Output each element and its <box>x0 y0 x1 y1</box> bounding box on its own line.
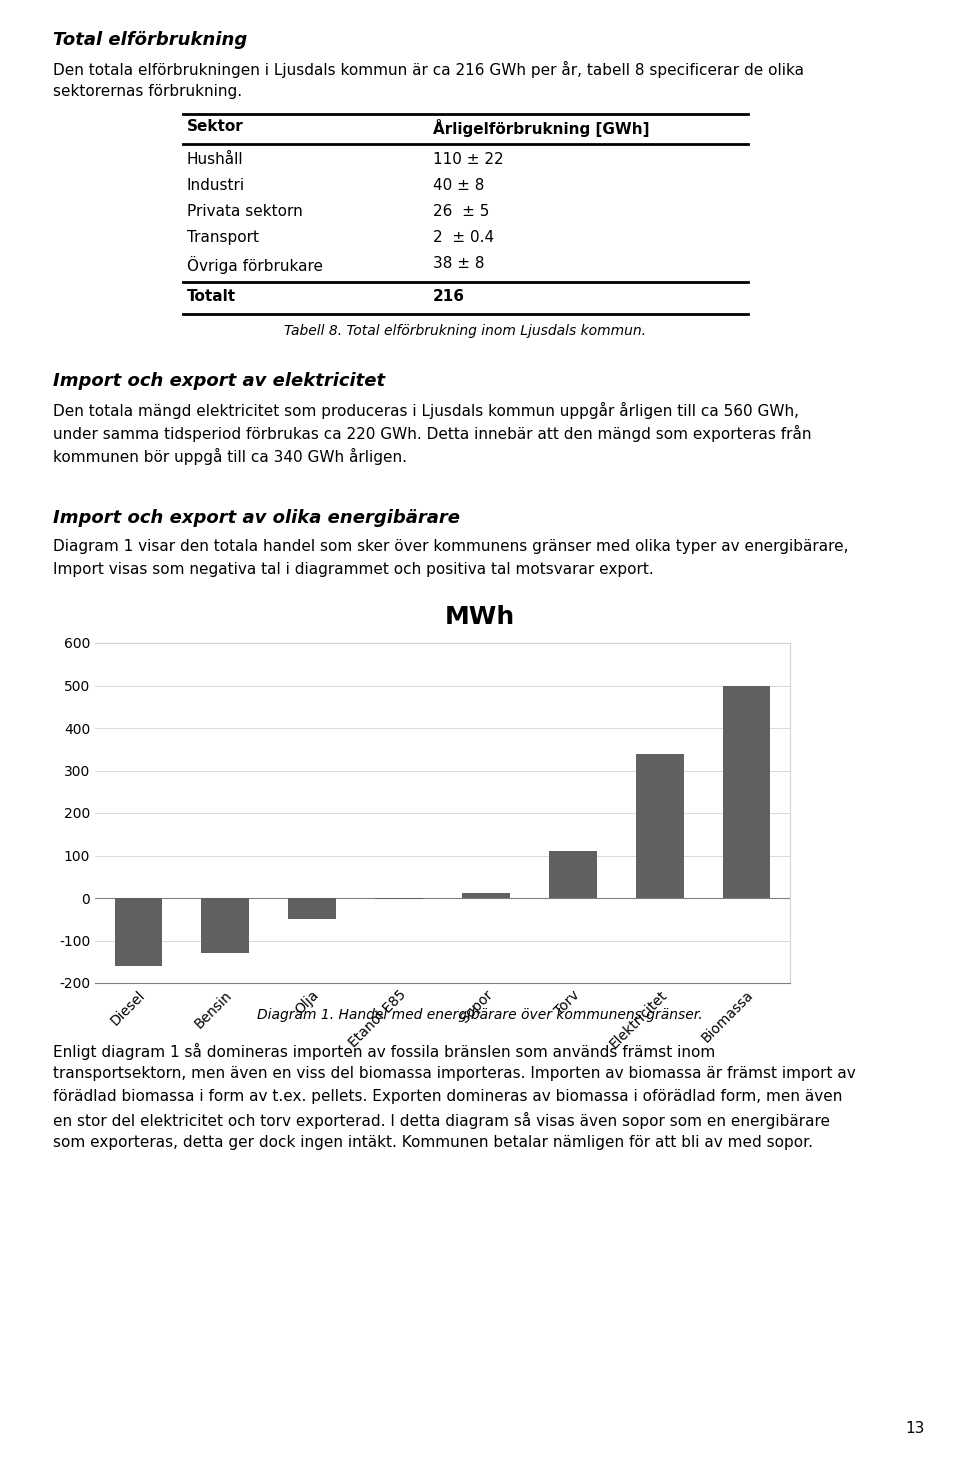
Text: Transport: Transport <box>187 230 259 245</box>
Text: transportsektorn, men även en viss del biomassa importeras. Importen av biomassa: transportsektorn, men även en viss del b… <box>53 1066 855 1080</box>
Bar <box>723 686 771 899</box>
Text: Total elförbrukning: Total elförbrukning <box>53 31 248 48</box>
Text: som exporteras, detta ger dock ingen intäkt. Kommunen betalar nämligen för att b: som exporteras, detta ger dock ingen int… <box>53 1135 813 1149</box>
Bar <box>202 899 250 953</box>
Text: 2  ± 0.4: 2 ± 0.4 <box>433 230 494 245</box>
Text: kommunen bör uppgå till ca 340 GWh årligen.: kommunen bör uppgå till ca 340 GWh årlig… <box>53 449 407 465</box>
Text: 13: 13 <box>905 1421 925 1437</box>
Bar <box>636 754 684 899</box>
Text: Hushåll: Hushåll <box>187 152 244 167</box>
Bar <box>288 899 336 919</box>
Bar <box>114 899 162 966</box>
Text: 110 ± 22: 110 ± 22 <box>433 152 504 167</box>
Text: 216: 216 <box>433 289 465 303</box>
Text: Privata sektorn: Privata sektorn <box>187 204 302 218</box>
Text: MWh: MWh <box>444 605 516 629</box>
Text: under samma tidsperiod förbrukas ca 220 GWh. Detta innebär att den mängd som exp: under samma tidsperiod förbrukas ca 220 … <box>53 425 811 443</box>
Text: 38 ± 8: 38 ± 8 <box>433 257 485 271</box>
Text: Totalt: Totalt <box>187 289 236 303</box>
Text: Övriga förbrukare: Övriga förbrukare <box>187 257 323 274</box>
Text: Sektor: Sektor <box>187 119 244 133</box>
Text: Tabell 8. Total elförbrukning inom Ljusdals kommun.: Tabell 8. Total elförbrukning inom Ljusd… <box>284 324 646 339</box>
Text: Den totala elförbrukningen i Ljusdals kommun är ca 216 GWh per år, tabell 8 spec: Den totala elförbrukningen i Ljusdals ko… <box>53 62 804 78</box>
Text: 26  ± 5: 26 ± 5 <box>433 204 490 218</box>
Text: en stor del elektricitet och torv exporterad. I detta diagram så visas även sopo: en stor del elektricitet och torv export… <box>53 1113 830 1129</box>
Text: Årligelförbrukning [GWh]: Årligelförbrukning [GWh] <box>433 119 650 136</box>
Bar <box>549 852 597 899</box>
Text: Industri: Industri <box>187 177 245 194</box>
Text: förädlad biomassa i form av t.ex. pellets. Exporten domineras av biomassa i oför: förädlad biomassa i form av t.ex. pellet… <box>53 1089 842 1104</box>
Bar <box>462 893 510 899</box>
Text: sektorernas förbrukning.: sektorernas förbrukning. <box>53 84 242 100</box>
Text: Import och export av elektricitet: Import och export av elektricitet <box>53 372 385 390</box>
Text: Import och export av olika energibärare: Import och export av olika energibärare <box>53 509 460 526</box>
Text: Diagram 1 visar den totala handel som sker över kommunens gränser med olika type: Diagram 1 visar den totala handel som sk… <box>53 539 849 554</box>
Text: Enligt diagram 1 så domineras importen av fossila bränslen som används främst in: Enligt diagram 1 så domineras importen a… <box>53 1042 715 1060</box>
Text: 40 ± 8: 40 ± 8 <box>433 177 485 194</box>
Text: Diagram 1. Handel med energibärare över kommunens gränser.: Diagram 1. Handel med energibärare över … <box>257 1009 703 1022</box>
Text: Import visas som negativa tal i diagrammet och positiva tal motsvarar export.: Import visas som negativa tal i diagramm… <box>53 561 654 578</box>
Text: Den totala mängd elektricitet som produceras i Ljusdals kommun uppgår årligen ti: Den totala mängd elektricitet som produc… <box>53 402 799 419</box>
